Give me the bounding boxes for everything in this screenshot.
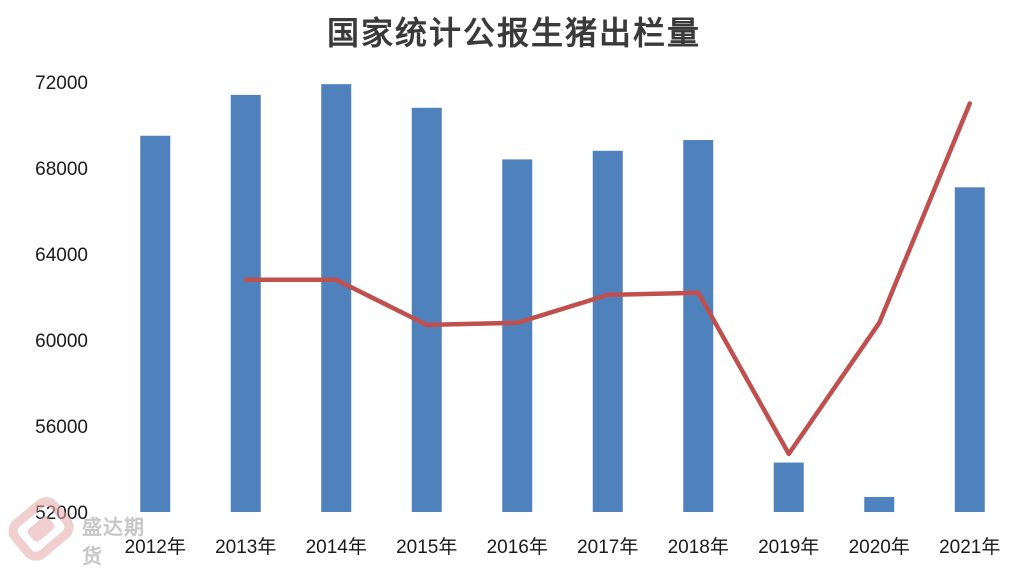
x-tick-label: 2018年: [668, 536, 729, 558]
y-tick-label: 64000: [35, 245, 88, 266]
y-tick-label: 60000: [35, 331, 88, 352]
bar-series: [140, 84, 985, 513]
bar: [864, 496, 895, 512]
bar: [592, 150, 623, 513]
x-tick-label: 2012年: [125, 536, 186, 558]
line-path: [243, 101, 973, 457]
bar: [954, 187, 985, 512]
bar: [773, 462, 804, 512]
y-tick-label: 68000: [35, 159, 88, 180]
x-tick-label: 2021年: [939, 536, 1000, 558]
x-tick-label: 2020年: [849, 536, 910, 558]
bar: [411, 107, 442, 513]
bar: [140, 135, 171, 512]
x-tick-label: 2015年: [396, 536, 457, 558]
bar: [230, 94, 261, 513]
line-series: [243, 101, 973, 457]
x-axis: 2012年 2013年 2014年 2015年 2016年 2017年 2018年 2019年…: [125, 536, 1001, 558]
y-tick-label: 72000: [35, 73, 88, 94]
bar: [502, 159, 533, 512]
watermark-text: 盛达期货: [82, 515, 145, 568]
x-tick-label: 2014年: [306, 536, 367, 558]
bar: [683, 140, 714, 513]
x-tick-label: 2019年: [758, 536, 819, 558]
x-tick-label: 2016年: [487, 536, 548, 558]
bar: [321, 84, 352, 513]
x-tick-label: 2017年: [577, 536, 638, 558]
watermark: 盛达期货: [6, 497, 156, 568]
x-tick-label: 2013年: [215, 536, 276, 558]
chart-title: 国家统计公报生猪出栏量: [326, 14, 701, 52]
y-tick-label: 56000: [35, 417, 88, 438]
shengda-logo-icon: [8, 497, 74, 561]
